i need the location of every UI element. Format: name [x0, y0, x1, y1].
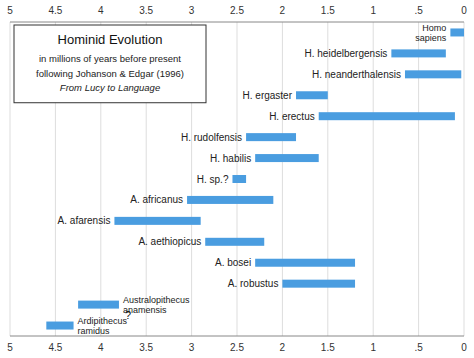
tick-label: .5 — [414, 342, 423, 353]
tick-label: 2 — [280, 342, 286, 353]
tick-label: 3 — [189, 342, 195, 353]
axis-line — [10, 22, 464, 23]
bar — [391, 49, 445, 57]
annotation: following Johanson & Edgar (1996) — [36, 68, 184, 79]
category-label: A. robustus — [228, 278, 279, 289]
bar — [78, 301, 119, 309]
tick-label: 1 — [370, 342, 376, 353]
category-label: H. ergaster — [243, 90, 293, 101]
tick-label: 0 — [461, 342, 467, 353]
grid-line — [464, 22, 465, 336]
bar — [246, 133, 296, 141]
grid — [10, 22, 464, 336]
category-label: H. heidelbergensis — [305, 48, 388, 59]
subtitle: in millions of years before present — [39, 53, 181, 64]
bar — [450, 28, 464, 36]
grid-line — [10, 22, 11, 336]
bar — [114, 217, 200, 225]
category-label: H. sp.? — [197, 174, 229, 185]
category-label: H. rudolfensis — [181, 132, 242, 143]
tick-label: 5 — [7, 342, 13, 353]
category-label: A. aethiopicus — [138, 236, 201, 247]
grid-line — [418, 22, 419, 336]
title-box — [14, 25, 206, 103]
bar — [319, 112, 455, 120]
grid-line — [282, 22, 283, 336]
bar — [405, 70, 461, 78]
bar — [232, 175, 246, 183]
chart: 0 0 .5 .5 1 1 1.5 1.5 2 2 2.5 2.5 3 3 3.5 3.5 4 4 4.5 4.5 5 5… — [0, 0, 474, 358]
category-label: Ardipithecusramidus — [78, 316, 128, 336]
title: Hominid Evolution — [58, 32, 163, 47]
tick-label: 2.5 — [230, 342, 244, 353]
category-label: A. africanus — [130, 194, 183, 205]
bar — [296, 91, 328, 99]
category-label: Homosapiens — [415, 23, 447, 43]
tick-label: 2 — [280, 5, 286, 16]
tick-label: 1 — [370, 5, 376, 16]
category-label: Australopithecusanamensis — [123, 295, 190, 315]
bar — [255, 154, 319, 162]
tick-label: .5 — [414, 5, 423, 16]
category-label: H. habilis — [210, 153, 251, 164]
tick-label: 4.5 — [48, 342, 62, 353]
tick-label: 2.5 — [230, 5, 244, 16]
tick-label: 4 — [98, 342, 104, 353]
category-label: H. neanderthalensis — [312, 69, 401, 80]
tick-label: 4.5 — [48, 5, 62, 16]
annotation: From Lucy to Language — [60, 82, 160, 93]
bar — [46, 322, 73, 330]
tick-label: 0 — [461, 5, 467, 16]
bar — [255, 259, 355, 267]
bar — [187, 196, 273, 204]
category-label: H. erectus — [269, 111, 315, 122]
category-label: A. bosei — [215, 257, 251, 268]
annotation: ? — [125, 309, 131, 321]
tick-label: 5 — [7, 5, 13, 16]
tick-label: 3.5 — [139, 5, 153, 16]
category-label: A. afarensis — [58, 215, 111, 226]
bar — [205, 238, 264, 246]
tick-label: 3.5 — [139, 342, 153, 353]
tick-label: 3 — [189, 5, 195, 16]
tick-label: 4 — [98, 5, 104, 16]
tick-label: 1.5 — [321, 5, 335, 16]
tick-label: 1.5 — [321, 342, 335, 353]
bar — [282, 280, 355, 288]
